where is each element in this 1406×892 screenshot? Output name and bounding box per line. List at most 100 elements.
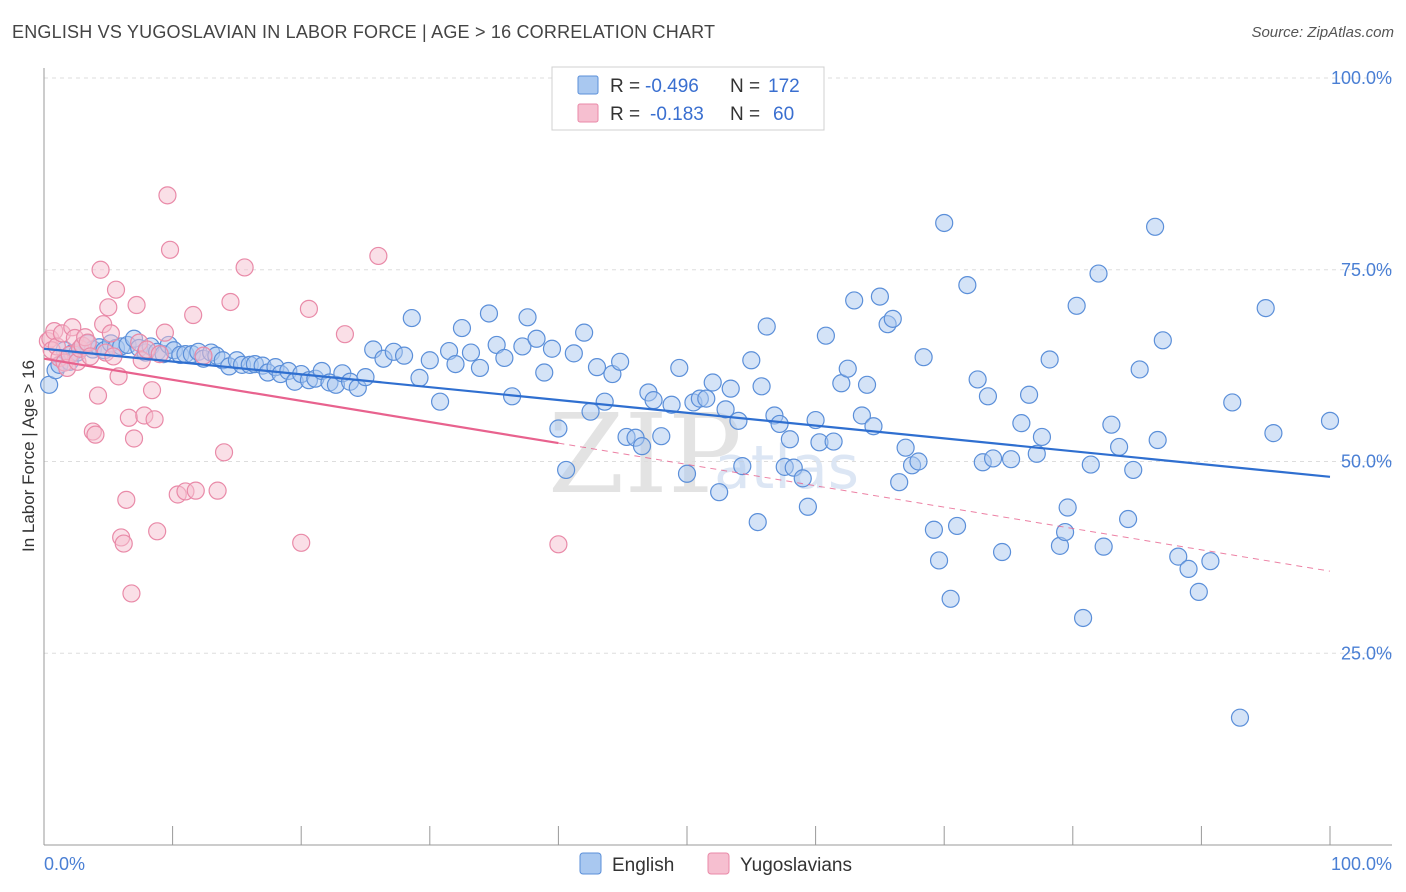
yugo-point-24 xyxy=(99,298,118,317)
english-point-88 xyxy=(644,391,663,410)
yugo-point-32 xyxy=(119,408,138,427)
english-point-112 xyxy=(798,497,817,516)
english-r-value: -0.496 xyxy=(645,76,699,97)
english-point-142 xyxy=(1001,450,1021,469)
english-point-127 xyxy=(896,438,915,457)
series-english xyxy=(40,213,1340,727)
x-tick-label-0: 0.0% xyxy=(44,854,85,874)
english-point-116 xyxy=(824,432,843,451)
english-point-159 xyxy=(1124,460,1143,480)
english-point-129 xyxy=(909,452,928,471)
english-point-66 xyxy=(479,304,499,323)
english-point-83 xyxy=(611,352,630,371)
english-point-65 xyxy=(470,358,490,378)
english-point-172 xyxy=(1320,411,1340,430)
english-point-147 xyxy=(1040,350,1059,369)
english-trend-line xyxy=(43,347,1331,478)
english-point-123 xyxy=(870,287,890,306)
english-point-64 xyxy=(461,343,481,362)
english-point-79 xyxy=(581,402,600,421)
english-point-151 xyxy=(1067,296,1086,315)
english-point-136 xyxy=(958,275,977,295)
english-point-77 xyxy=(564,344,583,363)
english-point-157 xyxy=(1109,437,1129,457)
english-point-150 xyxy=(1058,498,1077,517)
yugo-point-46 xyxy=(160,240,180,259)
yugo-point-45 xyxy=(158,186,177,205)
yugo-point-43 xyxy=(150,345,169,364)
english-point-109 xyxy=(780,430,799,449)
english-point-169 xyxy=(1230,708,1250,727)
english-point-144 xyxy=(1019,385,1039,404)
english-point-86 xyxy=(632,437,652,456)
english-point-95 xyxy=(697,389,716,408)
english-point-75 xyxy=(549,419,568,438)
yugo-point-20 xyxy=(88,386,108,405)
english-point-143 xyxy=(1012,414,1031,433)
yugo-point-44 xyxy=(155,323,174,342)
english-point-153 xyxy=(1081,455,1100,474)
english-point-52 xyxy=(356,368,375,387)
english-point-103 xyxy=(748,512,767,532)
english-point-163 xyxy=(1153,331,1172,350)
x-ticks xyxy=(172,826,1331,845)
english-point-119 xyxy=(845,291,864,310)
english-point-160 xyxy=(1130,360,1149,379)
yugo-point-56 xyxy=(292,533,311,552)
english-point-139 xyxy=(978,387,998,406)
yugo-point-50 xyxy=(186,481,205,500)
source-credit: Source: ZipAtlas.com xyxy=(1251,24,1394,41)
english-point-120 xyxy=(852,406,871,425)
legend-english-label: English xyxy=(612,855,674,876)
yugo-point-27 xyxy=(106,280,126,299)
english-point-146 xyxy=(1032,427,1052,447)
english-point-92 xyxy=(677,464,697,483)
yugo-point-35 xyxy=(127,295,146,315)
y-tick-labels: 25.0% 50.0% 75.0% 100.0% xyxy=(1331,68,1392,663)
y-tick-label-25: 25.0% xyxy=(1341,643,1392,663)
english-point-130 xyxy=(914,348,933,367)
english-point-62 xyxy=(446,354,465,374)
legend-yugo-swatch xyxy=(707,852,730,875)
english-point-155 xyxy=(1094,537,1113,556)
bottom-legend: English Yugoslavians xyxy=(579,852,852,876)
yugo-point-41 xyxy=(145,410,164,429)
english-point-107 xyxy=(770,414,789,434)
english-point-57 xyxy=(402,308,421,328)
english-swatch xyxy=(577,75,599,95)
english-r-label: R = xyxy=(610,76,640,97)
english-point-73 xyxy=(535,363,554,382)
english-point-104 xyxy=(752,377,771,396)
english-point-98 xyxy=(716,400,735,419)
english-point-164 xyxy=(1169,547,1188,566)
yugo-point-25 xyxy=(101,324,120,343)
yugo-point-21 xyxy=(91,260,110,279)
y-axis-label: In Labor Force | Age > 16 xyxy=(19,360,38,552)
english-point-78 xyxy=(575,323,594,342)
yugo-point-42 xyxy=(148,522,167,541)
y-tick-label-75: 75.0% xyxy=(1341,260,1392,280)
english-point-101 xyxy=(733,457,752,476)
english-point-133 xyxy=(935,213,954,233)
english-point-72 xyxy=(527,329,546,348)
english-point-56 xyxy=(394,346,414,365)
english-point-152 xyxy=(1073,608,1093,628)
english-point-63 xyxy=(452,318,472,338)
english-point-76 xyxy=(557,460,576,480)
english-point-141 xyxy=(992,542,1012,562)
english-point-70 xyxy=(513,337,532,356)
english-point-115 xyxy=(816,326,835,345)
english-point-74 xyxy=(542,339,562,358)
english-point-80 xyxy=(587,358,607,377)
yugo-r-label: R = xyxy=(610,104,640,125)
english-point-105 xyxy=(757,317,776,336)
english-n-value: 172 xyxy=(768,76,800,97)
y-tick-label-100: 100.0% xyxy=(1331,68,1392,88)
yugo-point-53 xyxy=(214,443,234,462)
english-point-135 xyxy=(947,516,967,536)
legend-yugo-label: Yugoslavians xyxy=(740,855,852,876)
yugo-swatch xyxy=(577,103,599,123)
yugo-r-value: -0.183 xyxy=(650,104,704,125)
x-tick-label-100: 100.0% xyxy=(1331,854,1392,874)
